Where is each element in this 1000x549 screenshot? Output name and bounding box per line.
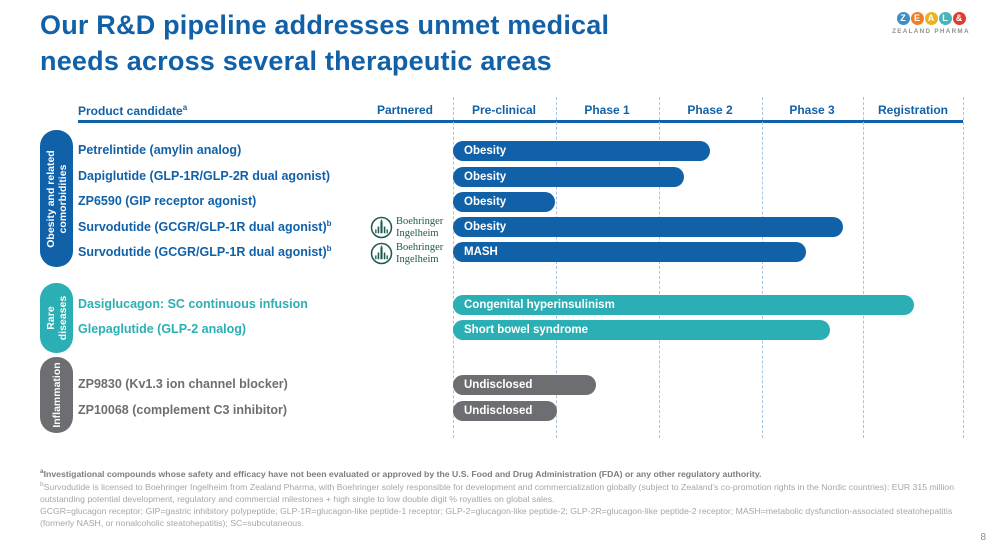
boehringer-ingelheim-name: Boehringer Ingelheim [396,215,444,239]
footnote-glossary: GCGR=glucagon receptor; GIP=gastric inhi… [40,506,953,529]
column-header-registration: Registration [877,103,948,117]
logo-letter-e: E [910,12,924,25]
phase-divider-line [963,97,964,438]
boehringer-ingelheim-logo: Boehringer Ingelheim [370,241,452,266]
footnote-b: bSurvodutide is licensed to Boehringer I… [40,481,955,505]
column-header-phase1: Phase 1 [584,103,630,117]
phase-divider-line [659,97,660,438]
page-title-line2: needs across several therapeutic areas [40,45,552,76]
phase-divider-line [556,97,557,438]
group-pill-obesity: Obesity and related comorbidities [40,130,73,267]
page-number: 8 [980,532,986,543]
product-label-dasiglucagon: Dasiglucagon: SC continuous infusion [78,297,308,311]
group-pill-inflammation: Inflammation [40,357,73,433]
column-header-phase3: Phase 3 [789,103,835,117]
column-header-preclinical: Pre-clinical [471,103,537,117]
page-title: Our R&D pipeline addresses unmet medical… [40,8,609,80]
zealand-pharma-logo: Z E A L & ZEALAND PHARMA [892,12,970,35]
footnote-a: aInvestigational compounds whose safety … [40,468,762,479]
boehringer-ingelheim-icon [370,216,393,239]
product-label-zp9830: ZP9830 (Kv1.3 ion channel blocker) [78,377,288,391]
pipeline-bar-zp10068-undisclosed: Undisclosed [453,401,557,421]
column-header-product-candidate: Product candidatea [78,103,188,118]
footnotes: aInvestigational compounds whose safety … [40,467,968,530]
pipeline-bar-dapiglutide-obesity: Obesity [453,167,684,187]
logo-letter-l: L [938,12,952,25]
pipeline-bar-survodutide-mash: MASH [453,242,806,262]
group-pill-rare-diseases: Rare diseases [40,283,73,353]
product-label-dapiglutide: Dapiglutide (GLP-1R/GLP-2R dual agonist) [78,169,331,183]
header-underline [78,120,963,123]
product-label-zp6590: ZP6590 (GIP receptor agonist) [78,194,257,208]
product-label-glepaglutide: Glepaglutide (GLP-2 analog) [78,322,247,336]
phase-divider-line [453,97,454,438]
pipeline-bar-dasiglucagon-congenital-hyperinsulinism: Congenital hyperinsulinism [453,295,914,315]
pipeline-bar-survodutide-obesity: Obesity [453,217,843,237]
logo-letter-a: A [924,12,938,25]
product-label-survodutide-mash: Survodutide (GCGR/GLP-1R dual agonist)b [78,244,332,260]
column-header-partnered: Partnered [376,103,434,117]
boehringer-ingelheim-name: Boehringer Ingelheim [396,241,444,265]
product-label-survodutide-obesity: Survodutide (GCGR/GLP-1R dual agonist)b [78,219,332,235]
logo-letter-z: Z [896,12,910,25]
pipeline-bar-petrelintide-obesity: Obesity [453,141,710,161]
column-header-phase2: Phase 2 [687,103,733,117]
pipeline-bar-glepaglutide-short-bowel-syndrome: Short bowel syndrome [453,320,830,340]
group-pill-obesity-label: Obesity and related comorbidities [44,149,69,248]
boehringer-ingelheim-icon [370,242,393,265]
phase-divider-line [762,97,763,438]
phase-divider-line [863,97,864,438]
page-title-line1: Our R&D pipeline addresses unmet medical [40,10,610,40]
group-pill-inflammation-label: Inflammation [50,362,63,428]
pipeline-bar-zp9830-undisclosed: Undisclosed [453,375,596,395]
product-label-zp10068: ZP10068 (complement C3 inhibitor) [78,403,288,417]
pipeline-bar-zp6590-obesity: Obesity [453,192,555,212]
logo-letter-circles: Z E A L & [892,12,970,25]
logo-wordmark: ZEALAND PHARMA [892,28,970,35]
product-label-petrelintide: Petrelintide (amylin analog) [78,143,242,157]
logo-letter-ampersand: & [952,12,966,25]
boehringer-ingelheim-logo: Boehringer Ingelheim [370,215,452,240]
group-pill-rare-diseases-label: Rare diseases [44,295,69,341]
